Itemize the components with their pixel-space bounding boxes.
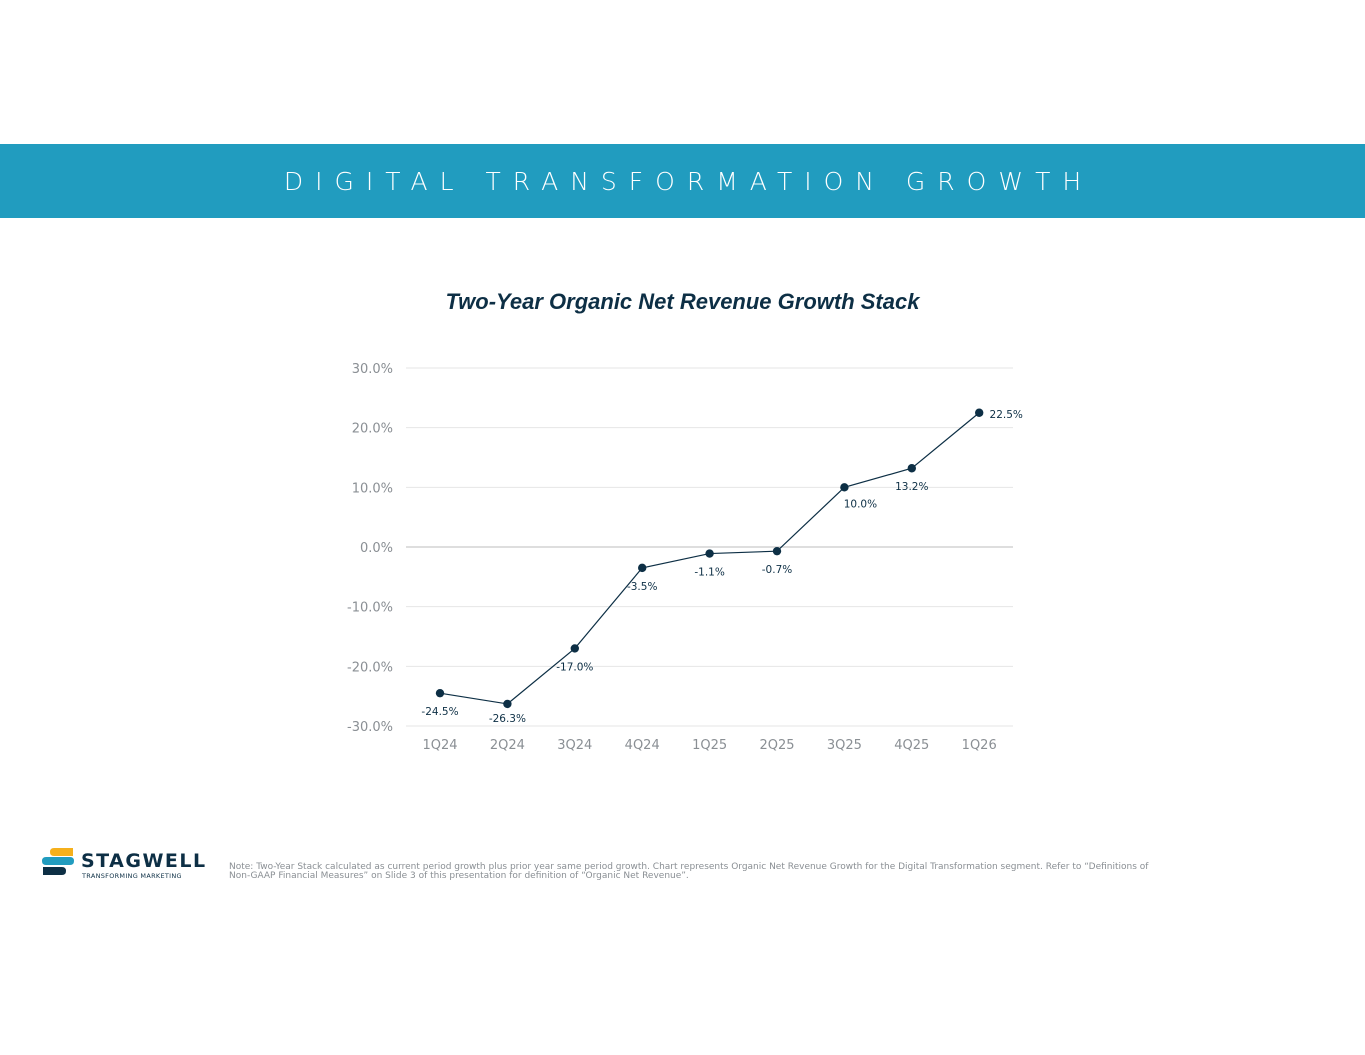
y-tick-label: 20.0% (352, 422, 393, 437)
logo-tagline: TRANSFORMING MARKETING (82, 872, 182, 880)
x-tick-label: 3Q25 (827, 738, 862, 753)
y-tick-label: 30.0% (352, 362, 393, 377)
x-tick-label: 1Q26 (962, 738, 997, 753)
data-label: 22.5% (990, 409, 1023, 421)
x-tick-label: 2Q24 (490, 738, 525, 753)
data-label: 10.0% (844, 498, 877, 510)
y-tick-label: -10.0% (347, 601, 393, 616)
chart-title: Two-Year Organic Net Revenue Growth Stac… (445, 289, 920, 314)
x-tick-label: 2Q25 (759, 738, 794, 753)
footnote-line-1: Note: Two-Year Stack calculated as curre… (229, 862, 1149, 872)
data-label: -24.5% (421, 706, 458, 718)
data-label: -3.5% (627, 581, 657, 593)
x-tick-label: 4Q25 (894, 738, 929, 753)
data-points (435, 408, 984, 709)
footnote-line-2: Non-GAAP Financial Measures” on Slide 3 … (229, 871, 689, 881)
grid-lines (406, 367, 1013, 727)
stagwell-logo-icon (42, 848, 74, 875)
footnote: Note: Two-Year Stack calculated as curre… (229, 863, 1289, 881)
y-tick-label: 0.0% (360, 541, 393, 556)
data-point (503, 699, 512, 709)
y-tick-label: 10.0% (352, 481, 393, 496)
data-label: 13.2% (895, 481, 928, 493)
y-tick-label: -20.0% (347, 660, 393, 675)
y-tick-label: -30.0% (347, 720, 393, 735)
data-point (907, 464, 916, 473)
y-axis-tick-labels: 30.0% 20.0% 10.0% 0.0% -10.0% -20.0% -30.0% (347, 362, 393, 735)
data-point (570, 644, 579, 653)
stagwell-logo: STAGWELL TRANSFORMING MARKETING (40, 846, 210, 886)
x-tick-label: 3Q24 (557, 738, 592, 753)
data-label: -26.3% (489, 713, 526, 725)
data-point (772, 546, 782, 556)
data-label: -0.7% (762, 564, 792, 576)
data-point (975, 408, 984, 417)
data-point (638, 563, 647, 573)
data-label: -17.0% (556, 661, 593, 673)
logo-wordmark: STAGWELL (81, 850, 207, 872)
x-tick-label: 1Q24 (422, 738, 457, 753)
data-point (840, 483, 849, 492)
series-line (439, 412, 980, 705)
page-title: DIGITAL TRANSFORMATION GROWTH (283, 166, 1094, 196)
data-label: -1.1% (694, 567, 724, 579)
series-line-layer (439, 412, 980, 705)
data-labels: -24.5% -26.3% -17.0% -3.5% -1.1% -0.7% 10.0% 13… (421, 409, 1022, 725)
data-point (705, 549, 714, 558)
x-tick-label: 4Q24 (625, 738, 660, 753)
header-banner: DIGITAL TRANSFORMATION GROWTH (0, 144, 1365, 218)
data-point (435, 688, 445, 698)
x-axis-tick-labels: 1Q24 2Q24 3Q24 4Q24 1Q25 2Q25 3Q25 4Q25 1Q26 (422, 738, 996, 753)
x-tick-label: 1Q25 (692, 738, 727, 753)
